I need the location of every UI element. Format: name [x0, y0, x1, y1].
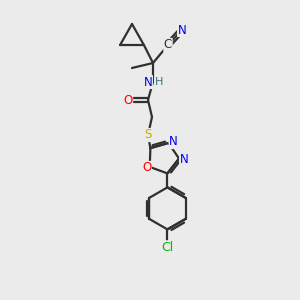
Text: N: N — [178, 23, 186, 37]
Text: S: S — [144, 128, 152, 142]
Text: N: N — [169, 136, 178, 148]
Text: H: H — [155, 77, 163, 87]
Text: Cl: Cl — [161, 241, 173, 254]
Text: O: O — [142, 161, 152, 174]
Text: O: O — [123, 94, 133, 106]
Text: N: N — [144, 76, 152, 88]
Text: C: C — [164, 38, 172, 52]
Text: N: N — [180, 153, 188, 166]
